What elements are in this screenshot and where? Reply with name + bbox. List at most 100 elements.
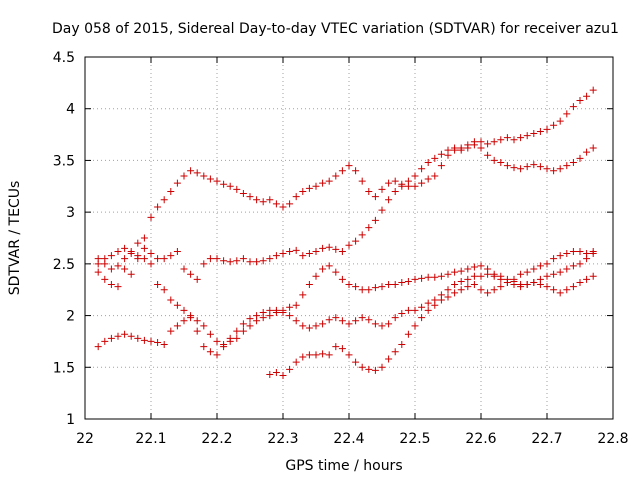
data-point — [530, 265, 538, 273]
data-point — [550, 270, 558, 278]
data-point — [378, 283, 386, 291]
x-tick-label: 22.4 — [333, 431, 364, 447]
data-point — [325, 177, 333, 185]
data-point — [358, 177, 366, 185]
y-tick-label: 3.5 — [53, 153, 75, 169]
data-point — [490, 270, 498, 278]
data-point — [325, 243, 333, 251]
data-point — [107, 334, 115, 342]
data-point — [391, 177, 399, 185]
y-tick-label: 4 — [66, 102, 75, 118]
data-point — [451, 144, 459, 152]
data-point — [213, 177, 221, 185]
data-point — [200, 343, 208, 351]
data-point — [391, 281, 399, 289]
data-point — [589, 247, 597, 255]
data-point — [246, 258, 254, 266]
data-point — [490, 138, 498, 146]
data-point — [444, 293, 452, 301]
data-point — [464, 275, 472, 283]
data-point — [338, 345, 346, 353]
data-point — [114, 262, 122, 270]
data-point — [345, 320, 353, 328]
y-tick-label: 1 — [66, 412, 75, 428]
data-point — [213, 337, 221, 345]
data-point — [213, 255, 221, 263]
data-point — [140, 244, 148, 252]
data-point — [200, 260, 208, 268]
data-point — [358, 231, 366, 239]
data-point — [272, 368, 280, 376]
data-point — [563, 286, 571, 294]
data-point — [583, 250, 591, 258]
data-point — [371, 193, 379, 201]
x-tick-label: 22.7 — [531, 431, 562, 447]
data-point — [563, 265, 571, 273]
data-point — [543, 272, 551, 280]
data-point — [589, 144, 597, 152]
data-point — [530, 130, 538, 138]
data-point — [530, 278, 538, 286]
data-point — [510, 275, 518, 283]
data-point — [239, 190, 247, 198]
data-point — [411, 306, 419, 314]
data-point — [517, 165, 525, 173]
data-point — [259, 257, 267, 265]
data-point — [305, 351, 313, 359]
data-point — [404, 330, 412, 338]
y-tick-label: 2 — [66, 309, 75, 325]
data-point — [484, 265, 492, 273]
data-point — [576, 260, 584, 268]
data-point — [484, 289, 492, 297]
data-point — [94, 268, 102, 276]
data-point — [173, 301, 181, 309]
data-point — [464, 283, 472, 291]
data-point — [477, 286, 485, 294]
data-point — [319, 265, 327, 273]
data-point — [352, 317, 360, 325]
data-point — [180, 172, 188, 180]
data-point — [550, 286, 558, 294]
x-tick-label: 22.6 — [465, 431, 496, 447]
data-point — [431, 154, 439, 162]
data-point — [404, 177, 412, 185]
data-point — [497, 283, 505, 291]
data-point — [536, 163, 544, 171]
data-point — [523, 163, 531, 171]
data-point — [127, 270, 135, 278]
data-point — [365, 316, 373, 324]
data-point — [319, 320, 327, 328]
data-point — [292, 246, 300, 254]
data-point — [378, 363, 386, 371]
data-point — [266, 196, 274, 204]
data-point — [556, 165, 564, 173]
y-axis-ticks: 1 1.5 2 2.5 3 3.5 4 4.5 — [53, 50, 613, 428]
data-point — [180, 306, 188, 314]
data-point — [167, 187, 175, 195]
data-point — [246, 193, 254, 201]
data-point — [451, 281, 459, 289]
data-point — [543, 283, 551, 291]
data-point — [431, 172, 439, 180]
data-point — [173, 179, 181, 187]
data-point — [325, 262, 333, 270]
data-point — [107, 252, 115, 260]
data-point — [259, 198, 267, 206]
data-point — [385, 355, 393, 363]
data-point — [550, 167, 558, 175]
data-point — [193, 169, 201, 177]
data-point — [431, 273, 439, 281]
data-point — [299, 322, 307, 330]
data-point — [352, 283, 360, 291]
data-point — [121, 265, 129, 273]
data-point — [173, 247, 181, 255]
data-point — [418, 179, 426, 187]
x-axis-label: GPS time / hours — [285, 458, 402, 474]
data-point — [589, 86, 597, 94]
data-point — [332, 268, 340, 276]
data-point — [385, 179, 393, 187]
data-point — [391, 187, 399, 195]
data-point — [398, 341, 406, 349]
data-point — [312, 322, 320, 330]
data-point — [292, 317, 300, 325]
